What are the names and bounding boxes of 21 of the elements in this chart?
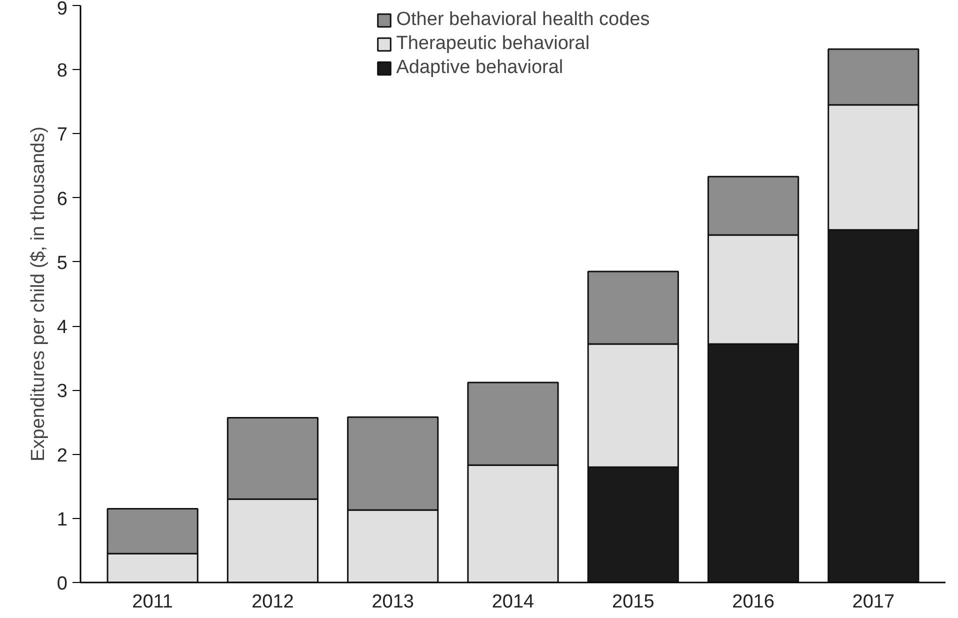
legend-label: Other behavioral health codes bbox=[396, 9, 650, 31]
x-tick-label: 2011 bbox=[132, 592, 174, 612]
x-tick-label: 2014 bbox=[492, 592, 535, 612]
y-tick-label: 0 bbox=[56, 574, 68, 594]
x-tick-label: 2012 bbox=[252, 592, 294, 612]
y-tick-label: 6 bbox=[56, 188, 68, 210]
y-tick-label: 3 bbox=[56, 381, 68, 402]
y-tick-label: 4 bbox=[56, 317, 68, 338]
y-tick-label: 5 bbox=[56, 252, 68, 274]
x-tick-label: 2017 bbox=[852, 592, 895, 612]
legend-label: Adaptive behavioral bbox=[396, 57, 564, 79]
y-tick-label: 8 bbox=[56, 60, 68, 82]
x-tick-label: 2013 bbox=[372, 592, 414, 612]
y-tick-label: 7 bbox=[56, 124, 68, 146]
y-axis-title: Expenditures per child ($, in thousands) bbox=[28, 126, 49, 462]
x-tick-label: 2015 bbox=[612, 592, 654, 612]
y-tick-label: 9 bbox=[56, 0, 68, 20]
legend-label: Therapeutic behavioral bbox=[396, 33, 590, 55]
x-tick-label: 2016 bbox=[732, 592, 774, 612]
y-tick-label: 1 bbox=[56, 509, 68, 530]
y-tick-label: 2 bbox=[56, 445, 68, 466]
